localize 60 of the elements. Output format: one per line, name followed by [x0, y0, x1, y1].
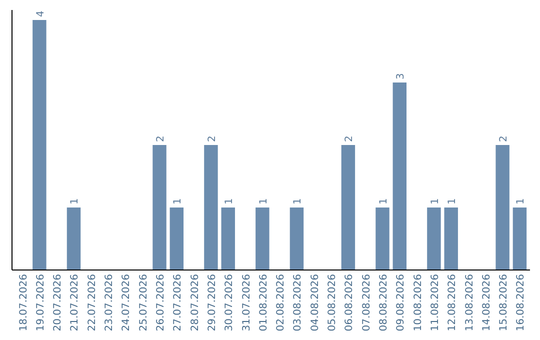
x-tick-label: 11.08.2026	[430, 274, 441, 332]
data-label: 3	[396, 73, 407, 80]
x-tick-label: 01.08.2026	[258, 274, 270, 332]
bar	[341, 145, 356, 270]
x-tick-label: 14.08.2026	[481, 274, 492, 332]
x-tick-label: 16.08.2026	[516, 274, 527, 332]
bar	[66, 208, 81, 270]
bar	[392, 82, 407, 270]
x-tick-label: 12.08.2026	[447, 274, 458, 332]
bar	[32, 20, 46, 270]
bar	[512, 208, 527, 270]
x-tick-label: 07.08.2026	[361, 274, 372, 332]
x-tick-label: 31.07.2026	[241, 274, 252, 332]
bar	[256, 208, 270, 270]
x-tick-label: 03.08.2026	[292, 274, 304, 332]
bar	[444, 208, 458, 270]
data-label: 2	[206, 136, 218, 142]
data-label: 1	[430, 198, 441, 204]
x-tick-label: 15.08.2026	[498, 274, 510, 332]
bar	[427, 208, 441, 270]
x-tick-label: 29.07.2026	[206, 274, 218, 332]
data-label: 4	[35, 10, 46, 17]
x-tick-label: 08.08.2026	[378, 274, 390, 332]
bar	[376, 208, 390, 270]
x-tick-label: 18.07.2026	[18, 274, 30, 332]
x-tick-label: 06.08.2026	[344, 274, 356, 332]
data-label: 1	[378, 198, 390, 204]
x-tick-label: 05.08.2026	[327, 274, 338, 332]
x-tick-label: 09.08.2026	[396, 274, 407, 332]
x-tick-label: 19.07.2026	[35, 274, 46, 332]
bar	[152, 145, 166, 270]
bar	[204, 145, 218, 270]
data-label: 1	[516, 198, 527, 204]
data-label: 1	[292, 198, 304, 204]
bar	[496, 145, 510, 270]
x-tick-label: 25.07.2026	[138, 274, 150, 332]
data-label: 1	[172, 198, 184, 204]
data-label: 1	[258, 198, 270, 204]
x-tick-label: 20.07.2026	[52, 274, 64, 332]
bar	[170, 208, 184, 270]
data-label: 2	[498, 136, 510, 142]
x-tick-label: 21.07.2026	[70, 274, 81, 332]
x-tick-label: 30.07.2026	[224, 274, 236, 332]
data-label: 1	[224, 198, 236, 204]
data-label: 2	[156, 136, 167, 142]
data-label: 1	[70, 198, 81, 204]
x-tick-label: 28.07.2026	[190, 274, 201, 332]
data-label: 1	[447, 198, 458, 204]
x-tick-label: 02.08.2026	[276, 274, 287, 332]
x-tick-label: 04.08.2026	[310, 274, 321, 332]
data-label: 2	[344, 136, 356, 142]
x-tick-label: 10.08.2026	[412, 274, 424, 332]
x-tick-label: 24.07.2026	[121, 274, 132, 332]
bar	[290, 208, 304, 270]
bar	[221, 208, 235, 270]
x-tick-label: 27.07.2026	[172, 274, 184, 332]
x-tick-label: 23.07.2026	[104, 274, 116, 332]
x-tick-label: 26.07.2026	[156, 274, 167, 332]
x-tick-label: 13.08.2026	[464, 274, 476, 332]
x-tick-label: 22.07.2026	[86, 274, 98, 332]
